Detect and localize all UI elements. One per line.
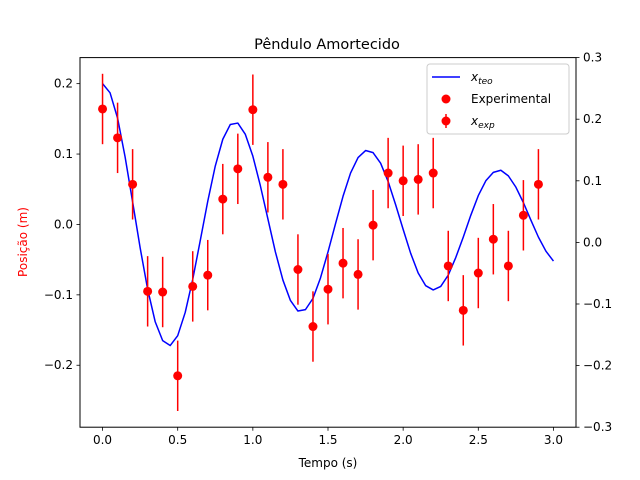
legend-box <box>426 63 570 135</box>
x-tick-label: 1.5 <box>318 433 337 447</box>
data-point <box>278 179 288 189</box>
y-axis-label: Posição (m) <box>16 207 30 277</box>
data-point <box>398 176 408 186</box>
x-axis: 0.0 0.5 1.0 1.5 2.0 2.5 3.0 <box>93 427 563 447</box>
data-point <box>458 305 468 315</box>
y-tick-label: 0.0 <box>54 217 73 231</box>
data-point <box>173 371 183 381</box>
x-tick-label: 0.0 <box>93 433 112 447</box>
data-point <box>113 133 123 143</box>
theory-curve <box>101 83 555 347</box>
data-point <box>428 168 438 178</box>
y-tick-label: 0.1 <box>54 147 73 161</box>
y-axis-right: 0.3 0.2 0.1 0.0 −0.1 −0.2 −0.3 <box>576 51 612 434</box>
legend: xteo Experimental xexp <box>426 63 570 135</box>
data-point <box>473 268 483 278</box>
data-point <box>308 322 318 332</box>
data-point <box>353 269 363 279</box>
data-point <box>218 194 228 204</box>
y2-tick-label: 0.2 <box>583 112 602 126</box>
data-point <box>293 265 303 275</box>
data-point <box>503 261 513 271</box>
x-tick-label: 2.0 <box>394 433 413 447</box>
data-point <box>233 164 243 174</box>
x-tick-label: 2.5 <box>469 433 488 447</box>
data-point <box>128 179 138 189</box>
x-tick-label: 1.0 <box>243 433 262 447</box>
y-axis-left: 0.2 0.1 0.0 −0.1 −0.2 <box>44 77 80 372</box>
data-point <box>158 287 168 297</box>
data-point <box>98 104 108 114</box>
y2-tick-label: −0.1 <box>583 297 612 311</box>
y-tick-label: −0.1 <box>44 288 73 302</box>
y2-tick-label: 0.3 <box>583 51 602 65</box>
data-point <box>143 286 153 296</box>
legend-label: xteo <box>470 70 493 87</box>
legend-marker-swatch <box>441 116 451 126</box>
y2-tick-label: −0.2 <box>583 359 612 373</box>
data-point <box>518 210 528 220</box>
data-point <box>338 258 348 268</box>
x-axis-label: Tempo (s) <box>298 456 358 470</box>
legend-marker-swatch <box>441 94 451 104</box>
data-point <box>488 234 498 244</box>
data-point <box>413 174 423 184</box>
data-point <box>443 261 453 271</box>
x-tick-label: 3.0 <box>544 433 563 447</box>
y-tick-label: −0.2 <box>44 358 73 372</box>
data-point <box>263 172 273 182</box>
y2-tick-label: −0.3 <box>583 420 612 434</box>
data-point <box>368 220 378 230</box>
legend-label: Experimental <box>471 92 551 106</box>
x-tick-label: 0.5 <box>168 433 187 447</box>
data-point <box>248 105 258 115</box>
data-point <box>383 168 393 178</box>
data-point <box>323 284 333 294</box>
plot-area <box>98 73 555 412</box>
y2-tick-label: 0.0 <box>583 235 602 249</box>
y-tick-label: 0.2 <box>54 77 73 91</box>
y2-tick-label: 0.1 <box>583 174 602 188</box>
data-point <box>533 179 543 189</box>
chart-title: Pêndulo Amortecido <box>254 37 400 53</box>
legend-label: xexp <box>470 114 495 131</box>
data-point <box>188 281 198 291</box>
data-point <box>203 270 213 280</box>
